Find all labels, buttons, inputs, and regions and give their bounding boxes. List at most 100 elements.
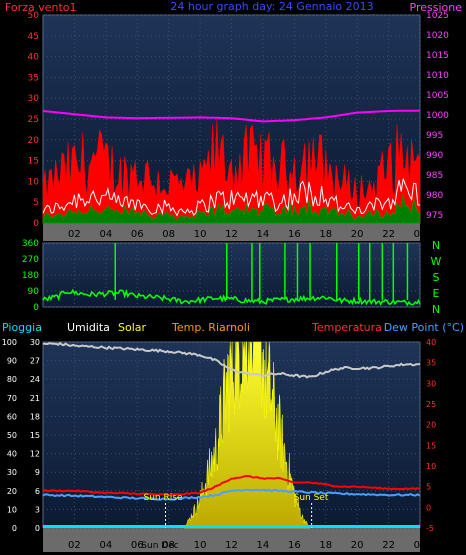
left-axis-label: Forza vento1 xyxy=(5,1,77,14)
compass-label: N xyxy=(432,239,440,252)
time-tick-label-bottom: 16 xyxy=(288,540,301,551)
humidity-axis-tick: 50 xyxy=(7,431,17,440)
solar-axis-tick: 21 xyxy=(30,394,40,403)
temp-axis-tick: 40 xyxy=(426,338,436,347)
humidity-axis-tick: 0 xyxy=(12,524,17,533)
chart-title: 24 hour graph day: 24 Gennaio 2013 xyxy=(170,0,373,13)
solar-axis-tick: 12 xyxy=(30,450,40,459)
direction-line xyxy=(42,288,421,307)
pressure-axis-tick: 1025 xyxy=(426,11,449,21)
pressure-axis-tick: 1015 xyxy=(426,51,449,61)
time-tick-label-bottom: 18 xyxy=(319,540,332,551)
wind-avg-line xyxy=(42,178,420,217)
time-tick-label-bottom: 10 xyxy=(194,540,207,551)
sun-dec-label: Sun Dec xyxy=(141,541,178,551)
time-axis-bar-1 xyxy=(43,223,420,241)
compass-label: S xyxy=(433,271,440,284)
solar-axis-tick: 15 xyxy=(30,431,40,440)
humidity-axis-tick: 10 xyxy=(7,505,17,514)
wind-axis-tick: 10 xyxy=(28,177,40,187)
compass-label: W xyxy=(431,255,442,268)
temperature-line xyxy=(42,474,421,497)
time-tick-label-top: 14 xyxy=(257,229,270,240)
temp-axis-tick: 35 xyxy=(426,359,436,368)
time-tick-label-bottom: 04 xyxy=(99,540,112,551)
sun-rise-label: Sun Rise xyxy=(144,493,183,503)
humidity-axis-tick: 30 xyxy=(7,468,17,477)
pressure-line xyxy=(42,109,421,123)
time-tick-label-top: 16 xyxy=(288,229,301,240)
legend-solar: Solar xyxy=(118,321,147,334)
solar-axis-tick: 6 xyxy=(35,487,40,496)
solar-axis-tick: 0 xyxy=(35,524,40,533)
solar-axis-tick: 30 xyxy=(30,338,40,347)
pressure-axis-tick: 1020 xyxy=(426,31,449,41)
wind-axis-tick: 45 xyxy=(28,32,39,42)
solar-axis-tick: 3 xyxy=(35,505,40,514)
temp-axis-tick: 20 xyxy=(426,421,436,430)
wind-axis-tick: 35 xyxy=(28,73,39,83)
temp-axis-tick: 30 xyxy=(426,379,436,388)
direction-axis-tick: 360 xyxy=(22,239,39,249)
time-tick-label-top: 00 xyxy=(414,229,427,240)
temp-axis-tick: -5 xyxy=(426,524,434,533)
time-tick-label-bottom: 14 xyxy=(257,540,270,551)
wind-axis-tick: 0 xyxy=(33,219,39,229)
solar-axis-tick: 24 xyxy=(30,375,40,384)
right-axis-label: Pressione xyxy=(410,1,463,14)
wind-axis-tick: 25 xyxy=(28,115,39,125)
pressure-axis-tick: 1000 xyxy=(426,111,449,121)
wind-axis-tick: 50 xyxy=(28,11,40,21)
pressure-axis-tick: 990 xyxy=(426,151,443,161)
temp-axis-tick: 25 xyxy=(426,400,436,409)
pressure-axis-tick: 985 xyxy=(426,171,443,181)
pressure-axis-tick: 1005 xyxy=(426,91,449,101)
pressure-axis-tick: 1010 xyxy=(426,71,449,81)
wind-axis-tick: 20 xyxy=(28,136,40,146)
wind-axis-tick: 5 xyxy=(33,198,39,208)
wind-axis-tick: 30 xyxy=(28,94,40,104)
legend-umidita: Umidita xyxy=(67,321,110,334)
humidity-axis-tick: 70 xyxy=(7,394,17,403)
temp-axis-tick: 5 xyxy=(426,483,431,492)
time-axis-bar-3 xyxy=(43,528,420,552)
humidity-axis-tick: 80 xyxy=(7,375,17,384)
time-tick-label-top: 18 xyxy=(319,229,332,240)
time-tick-label-top: 12 xyxy=(225,229,238,240)
temp-axis-tick: 0 xyxy=(426,503,431,512)
wind-low-area xyxy=(42,193,421,224)
temp-axis-tick: 15 xyxy=(426,441,436,450)
pressure-axis-tick: 980 xyxy=(426,191,443,201)
time-tick-label-top: 02 xyxy=(68,229,81,240)
wind-axis-tick: 15 xyxy=(28,157,39,167)
solar-area xyxy=(184,341,311,529)
direction-axis-tick: 270 xyxy=(22,255,39,265)
direction-axis-tick: 180 xyxy=(22,271,39,281)
time-tick-label-top: 06 xyxy=(131,229,144,240)
time-tick-label-top: 08 xyxy=(162,229,175,240)
humidity-axis-tick: 20 xyxy=(7,487,17,496)
temp-axis-tick: 10 xyxy=(426,462,436,471)
legend-dew-point: Dew Point (°C) xyxy=(384,321,464,334)
legend-temperatura: Temperatura xyxy=(311,321,382,334)
time-tick-label-top: 04 xyxy=(99,229,112,240)
humidity-line xyxy=(43,341,421,379)
direction-axis-tick: 0 xyxy=(33,303,39,313)
sun-set-label: Sun Set xyxy=(294,493,329,503)
humidity-axis-tick: 90 xyxy=(7,357,17,366)
time-tick-label-bottom: 00 xyxy=(414,540,427,551)
time-tick-label-top: 10 xyxy=(194,229,207,240)
compass-label: N xyxy=(432,303,440,316)
time-tick-label-bottom: 06 xyxy=(131,540,144,551)
legend-temp-riarnoli: Temp. Riarnoli xyxy=(171,321,250,334)
time-tick-label-top: 22 xyxy=(382,229,395,240)
time-tick-label-top: 20 xyxy=(351,229,364,240)
legend-pioggia: Pioggia xyxy=(2,321,42,334)
pressure-axis-tick: 975 xyxy=(426,211,443,221)
pressure-axis-tick: 995 xyxy=(426,131,443,141)
wind-axis-tick: 40 xyxy=(28,53,40,63)
time-tick-label-bottom: 08 xyxy=(162,540,175,551)
solar-axis-tick: 18 xyxy=(30,412,40,421)
